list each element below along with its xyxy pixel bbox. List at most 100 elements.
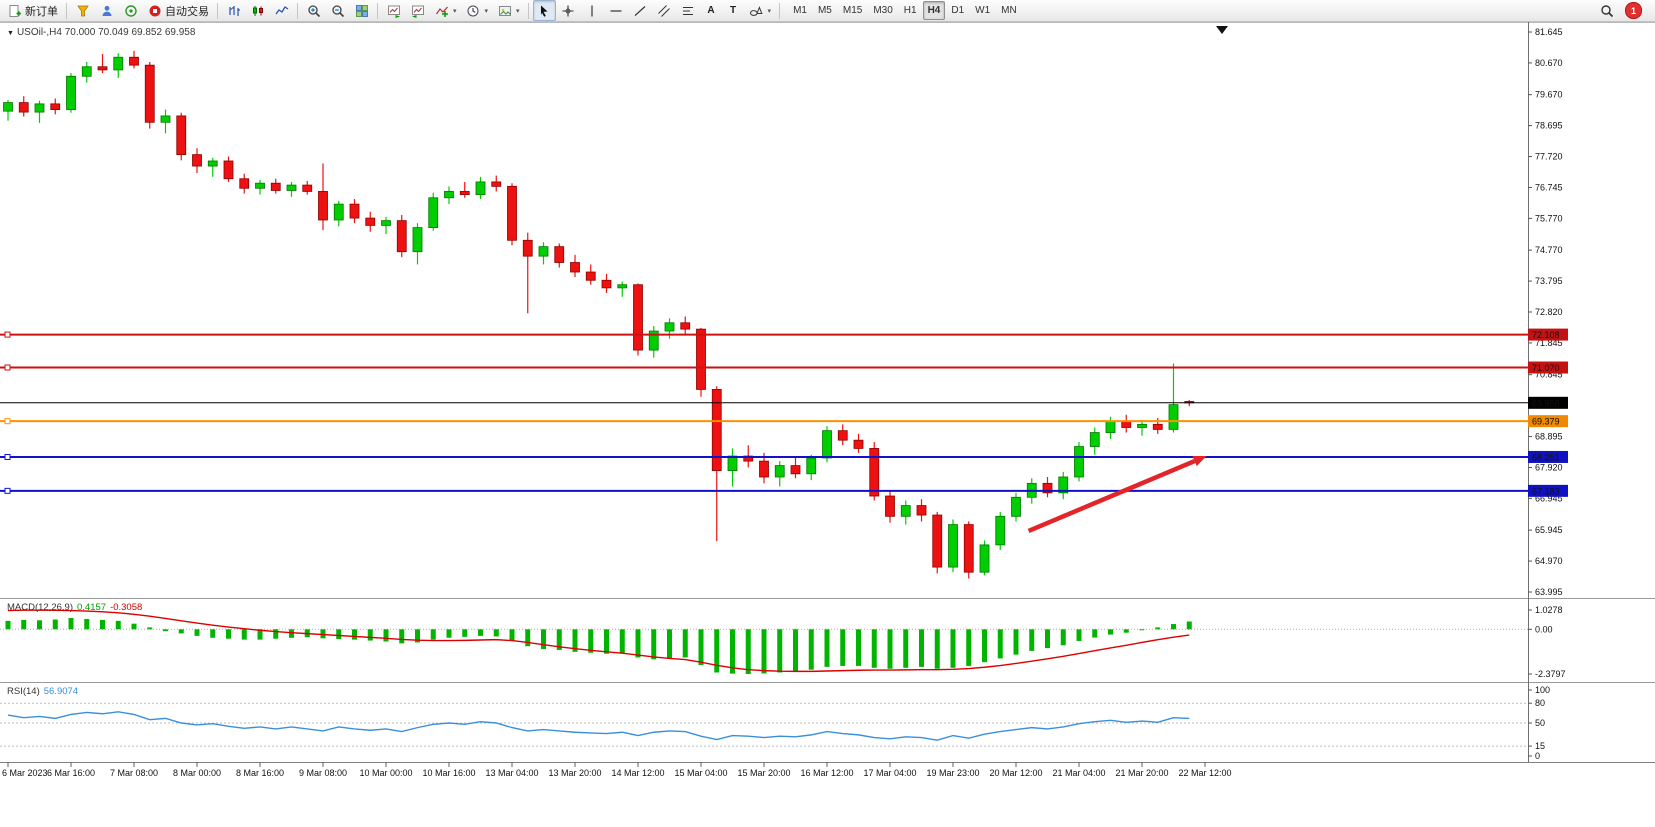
- svg-text:13 Mar 20:00: 13 Mar 20:00: [548, 768, 601, 778]
- svg-text:71.070: 71.070: [1532, 363, 1560, 373]
- timeframe-button-M15[interactable]: M15: [842, 5, 863, 16]
- clock-icon: [466, 3, 481, 18]
- vertical-line-tool-button[interactable]: [581, 0, 604, 21]
- fibonacci-icon: [681, 3, 696, 18]
- timeframe-toolbar: M1 M5 M15 M30 H1 H4 D1 W1 MN: [788, 1, 1022, 20]
- svg-text:8 Mar 00:00: 8 Mar 00:00: [173, 768, 221, 778]
- community-button[interactable]: [119, 0, 142, 21]
- svg-text:64.970: 64.970: [1535, 556, 1563, 566]
- search-button[interactable]: [1595, 0, 1618, 21]
- equidistant-channel-icon: [657, 3, 672, 18]
- chart-window: ▼ USOil-,H4 70.000 70.049 69.852 69.958 M…: [0, 22, 1655, 827]
- tile-windows-icon: [354, 3, 369, 18]
- text-tool-button[interactable]: A: [701, 0, 722, 21]
- svg-text:6 Mar 16:00: 6 Mar 16:00: [47, 768, 95, 778]
- tile-windows-button[interactable]: [350, 0, 373, 21]
- svg-text:16 Mar 12:00: 16 Mar 12:00: [800, 768, 853, 778]
- zoom-in-button[interactable]: [302, 0, 325, 21]
- timeframe-button-M5[interactable]: M5: [817, 5, 832, 16]
- toolbar-separator: [779, 2, 781, 19]
- funnel-button[interactable]: [71, 0, 94, 21]
- crosshair-tool-button[interactable]: [557, 0, 580, 21]
- periods-button[interactable]: ▾: [462, 0, 493, 21]
- toolbar-separator: [66, 2, 67, 19]
- timeframe-button-M1[interactable]: M1: [793, 5, 807, 16]
- new-order-icon: [7, 3, 22, 18]
- indicators-button[interactable]: ▾: [430, 0, 461, 21]
- chevron-down-icon: ▾: [767, 7, 772, 15]
- svg-text:10 Mar 16:00: 10 Mar 16:00: [422, 768, 475, 778]
- svg-text:8 Mar 16:00: 8 Mar 16:00: [236, 768, 284, 778]
- trendline-tool-button[interactable]: [629, 0, 652, 21]
- shapes-icon: [749, 3, 764, 18]
- new-order-label: 新订单: [25, 5, 58, 18]
- timeframe-button-W1[interactable]: W1: [975, 5, 991, 16]
- main-toolbar: 新订单 自动交易: [0, 0, 1655, 22]
- candlestick-chart-button[interactable]: [246, 0, 269, 21]
- text-icon: A: [707, 5, 715, 16]
- person-icon: [99, 3, 114, 18]
- text-label-tool-button[interactable]: T: [723, 0, 744, 21]
- svg-text:15 Mar 04:00: 15 Mar 04:00: [674, 768, 727, 778]
- macd-panel-label: MACD(12,26,9) 0.4157 -0.3058: [7, 602, 142, 613]
- chart-shift-button[interactable]: [406, 0, 429, 21]
- chart-shift-icon: [410, 3, 425, 18]
- macd-name: MACD(12,26,9): [7, 602, 73, 613]
- svg-text:13 Mar 04:00: 13 Mar 04:00: [485, 768, 538, 778]
- svg-text:69.379: 69.379: [1532, 417, 1560, 427]
- auto-scroll-icon: [386, 3, 401, 18]
- chart-title: ▼ USOil-,H4 70.000 70.049 69.852 69.958: [7, 27, 195, 38]
- chart-dropdown-icon[interactable]: ▼: [7, 30, 14, 37]
- svg-text:73.795: 73.795: [1535, 276, 1563, 286]
- svg-text:69.958: 69.958: [1532, 398, 1560, 408]
- svg-text:100: 100: [1535, 685, 1550, 695]
- cursor-tool-button[interactable]: [532, 0, 556, 21]
- timeframe-button-H4[interactable]: H4: [922, 1, 946, 20]
- svg-text:22 Mar 12:00: 22 Mar 12:00: [1178, 768, 1231, 778]
- timeframe-button-D1[interactable]: D1: [951, 5, 965, 16]
- crosshair-icon: [561, 3, 576, 18]
- svg-text:65.945: 65.945: [1535, 525, 1563, 535]
- toolbar-separator: [217, 2, 218, 19]
- text-label-icon: T: [729, 5, 737, 16]
- timeframe-button-H1[interactable]: H1: [903, 5, 917, 16]
- macd-signal-value: -0.3058: [110, 602, 143, 613]
- horizontal-line-tool-button[interactable]: [605, 0, 628, 21]
- svg-text:10 Mar 00:00: 10 Mar 00:00: [359, 768, 412, 778]
- new-order-button[interactable]: 新订单: [3, 0, 62, 21]
- toolbar-separator: [527, 2, 529, 19]
- svg-text:50: 50: [1535, 718, 1545, 728]
- toolbar-separator: [377, 2, 378, 19]
- indicators-icon: [434, 3, 449, 18]
- auto-trading-button[interactable]: 自动交易: [143, 0, 213, 21]
- zoom-out-icon: [330, 3, 345, 18]
- chart-canvas[interactable]: 81.645 80.670 79.670 78.695 77.720 76.745 75.7…: [0, 22, 1655, 827]
- trendline-icon: [633, 3, 648, 18]
- templates-button[interactable]: ▾: [493, 0, 524, 21]
- svg-text:0: 0: [1535, 751, 1540, 761]
- auto-trading-icon: [147, 3, 162, 18]
- notification-badge[interactable]: 1: [1625, 2, 1642, 19]
- auto-scroll-button[interactable]: [382, 0, 405, 21]
- svg-text:6 Mar 2023: 6 Mar 2023: [2, 768, 48, 778]
- templates-icon: [497, 3, 512, 18]
- svg-text:81.645: 81.645: [1535, 27, 1563, 37]
- line-chart-button[interactable]: [270, 0, 293, 21]
- svg-text:17 Mar 04:00: 17 Mar 04:00: [863, 768, 916, 778]
- zoom-in-icon: [306, 3, 321, 18]
- timeframe-button-M30[interactable]: M30: [873, 5, 893, 16]
- svg-text:21 Mar 04:00: 21 Mar 04:00: [1052, 768, 1105, 778]
- svg-text:15 Mar 20:00: 15 Mar 20:00: [737, 768, 790, 778]
- funnel-icon: [75, 3, 90, 18]
- bar-chart-button[interactable]: [222, 0, 245, 21]
- fibonacci-tool-button[interactable]: [677, 0, 700, 21]
- vertical-line-icon: [585, 3, 600, 18]
- zoom-out-button[interactable]: [326, 0, 349, 21]
- svg-text:19 Mar 23:00: 19 Mar 23:00: [926, 768, 979, 778]
- shapes-tool-button[interactable]: ▾: [745, 0, 776, 21]
- equidistant-channel-tool-button[interactable]: [653, 0, 676, 21]
- svg-text:80.670: 80.670: [1535, 58, 1563, 68]
- candlestick-icon: [250, 3, 265, 18]
- timeframe-button-MN[interactable]: MN: [1001, 5, 1017, 16]
- accounts-button[interactable]: [95, 0, 118, 21]
